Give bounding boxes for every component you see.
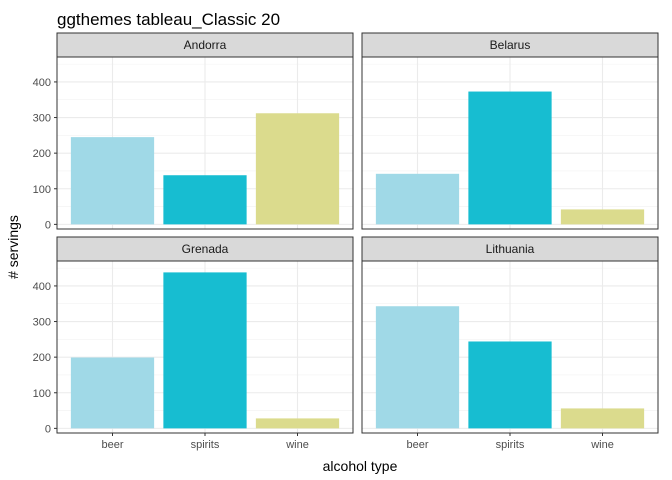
y-tick-label: 200: [33, 148, 51, 160]
y-tick-label: 300: [33, 113, 51, 125]
x-tick-label: wine: [590, 439, 614, 451]
bar-wine: [255, 418, 340, 429]
y-axis-label: # servings: [5, 215, 21, 279]
y-tick-label: 300: [33, 317, 51, 329]
x-tick-label: spirits: [496, 439, 525, 451]
facet-panels: Andorra 0 100 200 300 400 Belarus Grenada 0 100 20…: [33, 32, 659, 451]
y-tick-label: 200: [33, 352, 51, 364]
x-tick-label: beer: [101, 439, 123, 451]
bar-wine: [560, 209, 645, 225]
facet-strip-label: Andorra: [184, 38, 227, 52]
y-tick-label: 0: [45, 219, 51, 231]
bar-spirits: [163, 272, 247, 429]
y-tick-label: 100: [33, 184, 51, 196]
bar-spirits: [468, 341, 552, 429]
facet-strip: [361, 236, 659, 262]
facet-strip-label: Lithuania: [486, 242, 535, 256]
facet-strip-label: Grenada: [182, 242, 229, 256]
y-tick-label: 0: [45, 423, 51, 435]
chart-title: ggthemes tableau_Classic 20: [57, 10, 280, 29]
x-axis-label: alcohol type: [323, 458, 398, 474]
y-tick-label: 400: [33, 281, 51, 293]
facet-strip: [56, 32, 354, 58]
x-tick-label: beer: [406, 439, 428, 451]
bar-beer: [375, 173, 460, 225]
panel-border: [361, 56, 659, 230]
facet-strip: [361, 32, 659, 58]
x-tick-label: spirits: [191, 439, 220, 451]
bar-wine: [255, 113, 340, 225]
panel-border: [56, 56, 354, 230]
y-tick-label: 400: [33, 77, 51, 89]
bar-beer: [70, 137, 155, 225]
x-tick-label: wine: [285, 439, 309, 451]
y-tick-label: 100: [33, 388, 51, 400]
bar-wine: [560, 408, 645, 429]
bar-beer: [70, 357, 155, 429]
facet-strip: [56, 236, 354, 262]
bar-spirits: [468, 91, 552, 225]
bar-beer: [375, 306, 460, 429]
facet-strip-label: Belarus: [490, 38, 531, 52]
bar-spirits: [163, 175, 247, 225]
